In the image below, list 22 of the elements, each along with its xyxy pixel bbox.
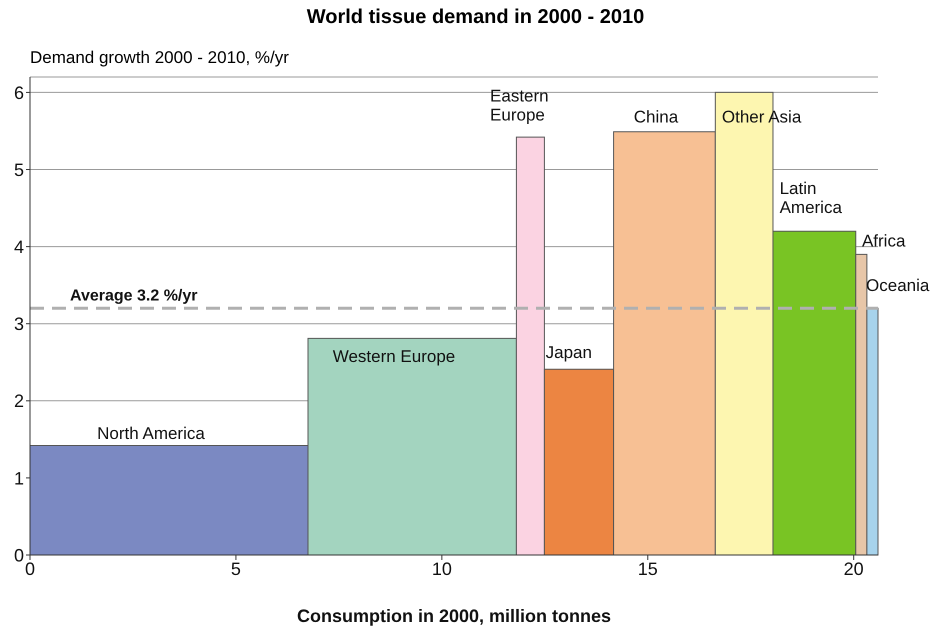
x-tick-label: 20 bbox=[844, 558, 864, 579]
category-label: Western Europe bbox=[332, 346, 456, 366]
category-label: China bbox=[634, 106, 678, 126]
y-tick-label: 3 bbox=[14, 314, 24, 334]
y-tick-label: 4 bbox=[14, 237, 24, 258]
category-label: North America bbox=[97, 424, 205, 443]
category-label: Africa bbox=[862, 230, 906, 250]
chart-title: World tissue demand in 2000 - 2010 bbox=[306, 6, 646, 29]
category-label: Latin America bbox=[780, 178, 842, 216]
y-axis-title: Demand growth 2000 - 2010, %/yr bbox=[30, 48, 289, 68]
y-tick-label: 1 bbox=[14, 468, 24, 488]
x-axis-title: Consumption in 2000, million tonnes bbox=[296, 606, 612, 626]
category-label: Eastern Europe bbox=[490, 86, 549, 124]
y-tick-label: 6 bbox=[14, 82, 24, 103]
x-tick-label: 5 bbox=[230, 558, 241, 579]
x-tick-label: 10 bbox=[432, 558, 452, 579]
y-tick-label: 0 bbox=[14, 545, 24, 566]
y-tick-label: 5 bbox=[14, 160, 24, 180]
y-tick-label: 2 bbox=[14, 391, 24, 412]
x-tick-label: 15 bbox=[638, 558, 658, 579]
category-label: Japan bbox=[546, 342, 592, 362]
ref-line-label: Average 3.2 %/yr bbox=[70, 287, 198, 304]
